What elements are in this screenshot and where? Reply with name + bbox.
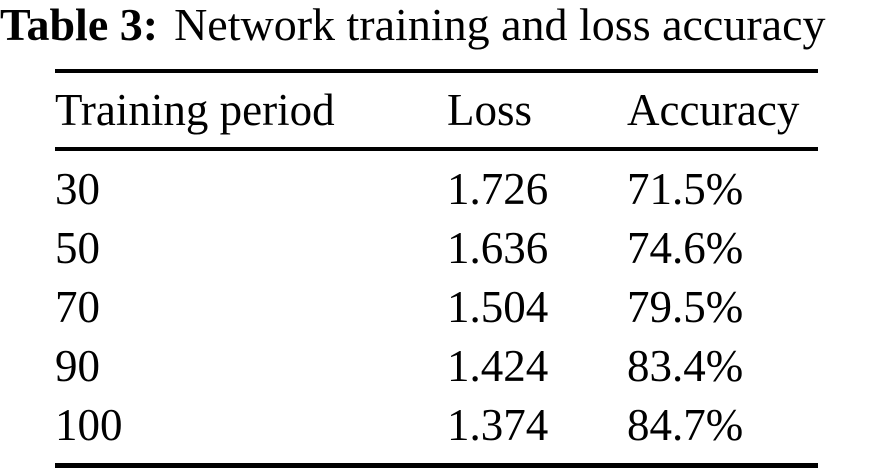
cell-accuracy: 83.4% [627,340,744,391]
cell-training-period: 50 [55,222,100,273]
cell-training-period: 100 [55,399,123,450]
cell-accuracy: 79.5% [627,281,744,332]
column-header-loss: Loss [447,85,533,135]
column-header-accuracy: Accuracy [627,85,800,135]
table-row: 70 1.504 79.5% [55,277,818,336]
table-body: 30 1.726 71.5% 50 1.636 74.6% 70 1.504 7… [55,151,818,463]
cell-training-period: 90 [55,340,100,391]
cell-loss: 1.726 [447,163,549,214]
table-header-row: Training period Loss Accuracy [55,73,818,147]
cell-loss: 1.424 [447,340,549,391]
table-caption-text: Network training and loss accuracy [174,0,826,50]
table-row: 30 1.726 71.5% [55,159,818,218]
table-row: 50 1.636 74.6% [55,218,818,277]
table-row: 100 1.374 84.7% [55,395,818,454]
table-header-rule [55,147,818,151]
cell-training-period: 70 [55,281,100,332]
cell-accuracy: 84.7% [627,399,744,450]
table-caption-label: Table 3: [0,0,159,50]
column-header-training-period: Training period [55,85,335,135]
cell-loss: 1.504 [447,281,549,332]
cell-training-period: 30 [55,163,100,214]
cell-accuracy: 71.5% [627,163,744,214]
results-table: Training period Loss Accuracy 30 1.726 7… [55,69,818,468]
table-caption: Table 3: Network training and loss accura… [0,0,875,54]
cell-loss: 1.374 [447,399,549,450]
table-row: 90 1.424 83.4% [55,336,818,395]
table-bottom-rule [55,463,818,468]
cell-accuracy: 74.6% [627,222,744,273]
cell-loss: 1.636 [447,222,549,273]
table-top-rule [55,69,818,73]
